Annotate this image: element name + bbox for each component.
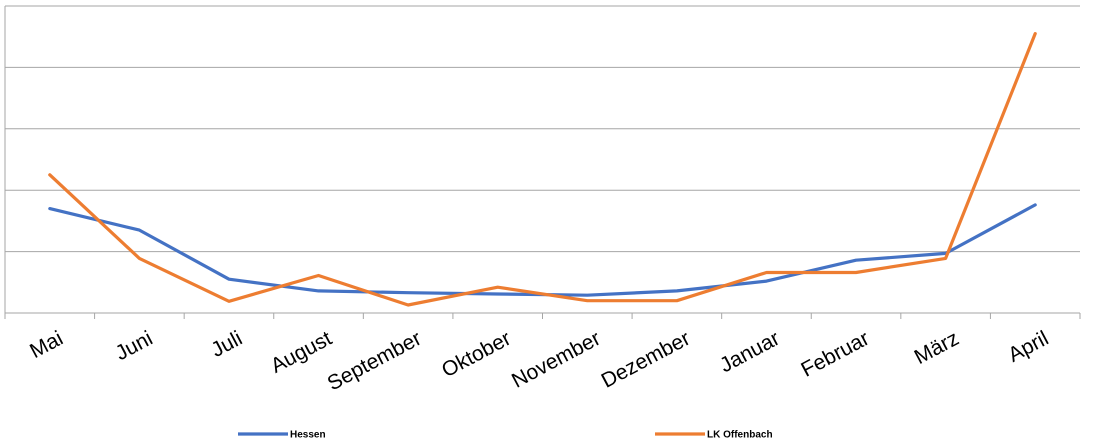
legend: Hessen LK Offenbach bbox=[238, 430, 773, 441]
x-tick-label: Januar bbox=[716, 327, 783, 377]
x-tick-label: November bbox=[508, 327, 604, 393]
legend-label-2: LK Offenbach bbox=[707, 430, 773, 441]
x-tick-label: März bbox=[911, 327, 963, 369]
x-tick-label: September bbox=[324, 327, 426, 396]
legend-label-1: Hessen bbox=[290, 430, 326, 441]
x-tick-label: Oktober bbox=[438, 327, 515, 382]
x-tick-label: Dezember bbox=[598, 327, 694, 393]
x-tick-label: April bbox=[1004, 327, 1052, 367]
x-tick-label: Juni bbox=[112, 327, 157, 365]
series-line-1 bbox=[48, 203, 1037, 297]
gridlines bbox=[5, 5, 1080, 253]
x-tick-label: Februar bbox=[797, 327, 873, 382]
axes bbox=[4, 6, 1081, 319]
x-tick-label: Juli bbox=[207, 327, 246, 362]
series-lines bbox=[48, 31, 1037, 307]
x-tick-label: August bbox=[267, 327, 336, 378]
x-tick-label: Mai bbox=[26, 327, 67, 363]
series-line-2 bbox=[48, 31, 1037, 307]
